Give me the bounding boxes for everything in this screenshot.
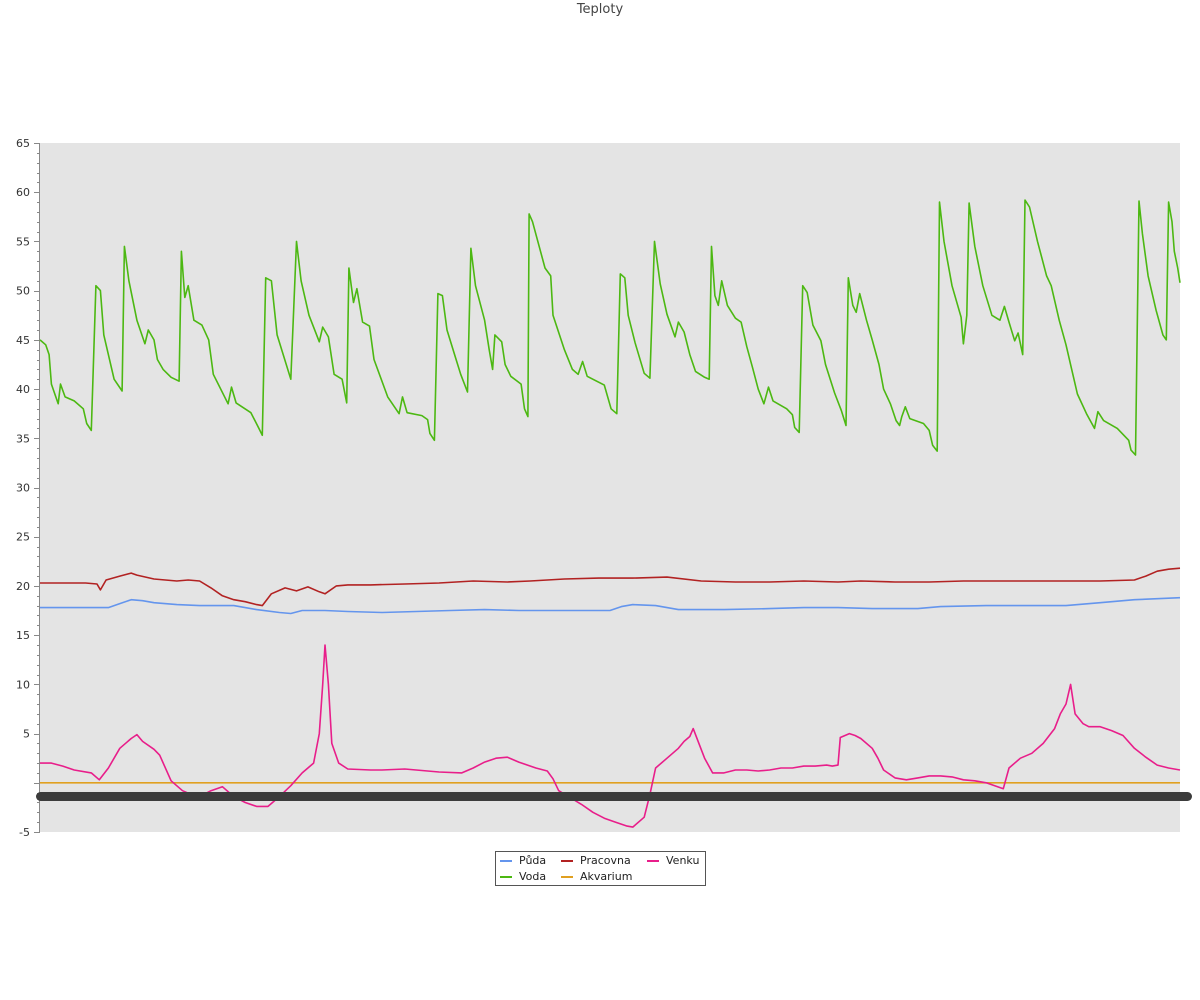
legend-item-akvarium[interactable]: Akvarium [561, 869, 632, 884]
y-tick-label: -5 [19, 826, 30, 839]
legend-label-pracovna: Pracovna [580, 854, 631, 867]
y-tick-label: 55 [16, 235, 30, 248]
y-tick-label: 60 [16, 186, 30, 199]
series-line-pracovna [40, 567, 1181, 607]
y-tick-label: 50 [16, 285, 30, 298]
y-tick-label: 65 [16, 137, 30, 150]
y-tick-label: 30 [16, 482, 30, 495]
legend-item-pracovna[interactable]: Pracovna [561, 853, 631, 868]
legend-swatch-voda [500, 875, 512, 878]
y-tick-label: 25 [16, 531, 30, 544]
legend-label-akvarium: Akvarium [580, 870, 633, 883]
y-axis: -5 5 10 15 20 25 30 35 40 45 50 55 60 65 [16, 137, 40, 839]
legend-swatch-akvarium [561, 875, 573, 878]
legend-label-voda: Voda [519, 870, 547, 883]
legend-swatch-venku [647, 859, 659, 862]
legend-swatch-puda [500, 859, 512, 862]
legend: Půda Pracovna Venku Voda Akvarium [495, 851, 706, 886]
y-tick-label: 15 [16, 629, 30, 642]
y-tick-label: 20 [16, 580, 30, 593]
legend-label-venku: Venku [666, 854, 700, 867]
x-axis-scrollbar[interactable] [36, 792, 1192, 801]
y-tick-label: 45 [16, 334, 30, 347]
series-line-voda [39, 199, 1181, 456]
y-tick-label: 35 [16, 432, 30, 445]
y-tick-label: 10 [16, 678, 30, 691]
legend-item-voda[interactable]: Voda [500, 869, 546, 884]
legend-item-puda[interactable]: Půda [500, 853, 546, 868]
y-tick-label: 5 [23, 728, 30, 741]
legend-label-puda: Půda [519, 854, 547, 867]
plot-area [40, 143, 1180, 832]
legend-item-venku[interactable]: Venku [647, 853, 699, 868]
series-line-puda [40, 596, 1181, 615]
chart-title: Teploty [576, 2, 624, 17]
legend-swatch-pracovna [561, 859, 573, 862]
y-tick-label: 40 [16, 383, 30, 396]
